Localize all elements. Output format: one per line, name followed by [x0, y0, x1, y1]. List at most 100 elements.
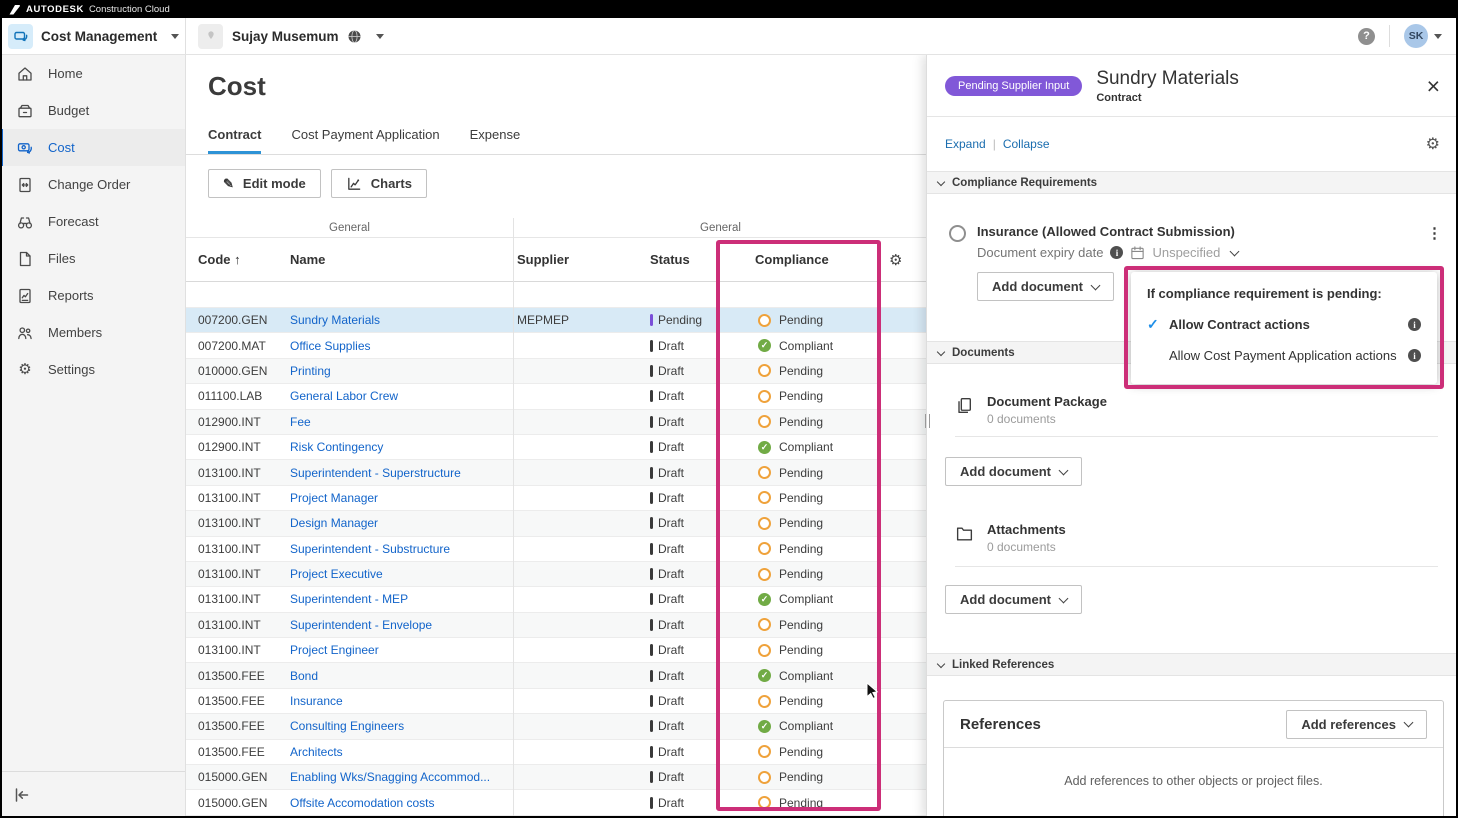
contract-name-link[interactable]: Design Manager: [290, 516, 379, 531]
edit-mode-button[interactable]: ✎ Edit mode: [208, 169, 321, 198]
contract-name-link[interactable]: General Labor Crew: [290, 389, 399, 404]
sidebar-item-members[interactable]: Members: [0, 314, 185, 351]
cell-compliance: Pending: [758, 765, 823, 789]
cell-code: 015000.GEN: [198, 795, 268, 810]
column-header-name[interactable]: Name: [290, 252, 326, 267]
column-header-status[interactable]: Status: [650, 252, 690, 267]
info-icon[interactable]: i: [1408, 318, 1421, 331]
info-icon[interactable]: i: [1408, 349, 1421, 362]
add-document-button-compliance[interactable]: Add document: [977, 272, 1114, 301]
pending-circle-icon: [758, 415, 771, 429]
cell-compliance: Pending: [758, 740, 823, 764]
contract-name-link[interactable]: Offsite Accomodation costs: [290, 795, 435, 810]
divider: [955, 566, 1438, 567]
contract-name-link[interactable]: Bond: [290, 668, 319, 683]
compliance-label: Pending: [779, 617, 824, 632]
close-icon[interactable]: ×: [1426, 72, 1440, 99]
section-compliance-requirements[interactable]: Compliance Requirements: [927, 171, 1458, 194]
tab-contract[interactable]: Contract: [208, 127, 262, 154]
pending-circle-icon: [758, 618, 771, 632]
contract-name-link[interactable]: Superintendent - MEP: [290, 592, 409, 607]
sidebar-item-reports[interactable]: Reports: [0, 277, 185, 314]
contract-name-link[interactable]: Risk Contingency: [290, 440, 384, 455]
cell-code: 007200.GEN: [198, 313, 268, 328]
sidebar-item-home[interactable]: Home: [0, 55, 185, 92]
project-switcher[interactable]: Sujay Musemum: [186, 23, 384, 49]
expiry-date-value[interactable]: Unspecified: [1152, 245, 1221, 260]
add-document-button-attachments[interactable]: Add document: [945, 585, 1082, 614]
compliance-label: Pending: [779, 795, 824, 810]
compliant-check-icon: ✓: [758, 592, 771, 606]
sidebar-item-cost[interactable]: Cost: [0, 129, 185, 166]
contract-name-link[interactable]: Superintendent - Superstructure: [290, 465, 461, 480]
contract-name-link[interactable]: Project Manager: [290, 490, 379, 505]
table-settings-gear-icon[interactable]: ⚙: [889, 252, 903, 269]
cell-code: 013500.FEE: [198, 668, 265, 683]
sidebar-item-forecast[interactable]: Forecast: [0, 203, 185, 240]
expiry-chevron-down-icon[interactable]: [1229, 246, 1240, 256]
status-label: Draft: [658, 440, 685, 455]
contract-name-link[interactable]: Project Executive: [290, 567, 383, 582]
contract-name-link[interactable]: Superintendent - Substructure: [290, 541, 451, 556]
page-title: Cost: [208, 71, 266, 101]
tab-expense[interactable]: Expense: [469, 127, 521, 142]
contract-name-link[interactable]: Superintendent - Envelope: [290, 617, 433, 632]
tab-cost-payment-application[interactable]: Cost Payment Application: [291, 127, 440, 142]
add-references-button[interactable]: Add references: [1286, 709, 1427, 739]
pending-circle-icon: [758, 542, 771, 556]
sidebar-item-label: Budget: [48, 103, 90, 118]
help-icon[interactable]: ?: [1358, 27, 1375, 45]
contract-name-link[interactable]: Fee: [290, 414, 311, 429]
contract-name-link[interactable]: Enabling Wks/Snagging Accommod...: [290, 770, 491, 785]
sidebar-item-files[interactable]: Files: [0, 240, 185, 277]
folder-icon: [955, 524, 974, 548]
panel-resize-handle[interactable]: [925, 414, 930, 428]
members-icon: [16, 324, 34, 342]
status-label: Draft: [658, 338, 685, 353]
status-bar-icon: [650, 568, 653, 581]
panel-settings-gear-icon[interactable]: ⚙: [1425, 136, 1440, 153]
add-document-button-package[interactable]: Add document: [945, 457, 1082, 486]
sidebar-item-settings[interactable]: ⚙ Settings: [0, 351, 185, 388]
compliance-label: Pending: [779, 643, 824, 658]
expand-all-link[interactable]: Expand: [945, 137, 986, 151]
chart-icon: [346, 176, 362, 192]
popup-option-allow-cost-payment-application-actions[interactable]: Allow Cost Payment Application actions i: [1147, 348, 1421, 363]
user-avatar[interactable]: SK: [1404, 24, 1428, 48]
pending-circle-icon: [758, 567, 771, 581]
compliance-label: Pending: [779, 363, 824, 378]
contract-name-link[interactable]: Insurance: [290, 694, 343, 709]
cell-code: 012900.INT: [198, 440, 261, 455]
product-switcher[interactable]: Cost Management: [0, 18, 186, 54]
contract-name-link[interactable]: Printing: [290, 363, 331, 378]
contract-name-link[interactable]: Sundry Materials: [290, 313, 381, 328]
contract-detail-panel: Pending Supplier Input Sundry Materials …: [926, 55, 1458, 818]
charts-button[interactable]: Charts: [330, 169, 427, 198]
compliance-status-circle[interactable]: [949, 225, 966, 242]
column-header-compliance[interactable]: Compliance: [755, 252, 829, 267]
popup-option-label: Allow Cost Payment Application actions: [1169, 348, 1397, 363]
status-bar-icon: [650, 517, 653, 530]
status-bar-icon: [650, 593, 653, 606]
contract-name-link[interactable]: Office Supplies: [290, 338, 371, 353]
panel-header: Pending Supplier Input Sundry Materials …: [927, 55, 1458, 117]
column-header-supplier[interactable]: Supplier: [517, 252, 570, 267]
contract-name-link[interactable]: Architects: [290, 744, 343, 759]
column-header-code[interactable]: Code ↑: [198, 252, 241, 267]
cell-status: Draft: [650, 460, 684, 484]
compliance-label: Compliant: [779, 668, 834, 683]
compliant-check-icon: ✓: [758, 719, 771, 733]
popup-option-allow-contract-actions[interactable]: ✓ Allow Contract actions i: [1147, 316, 1421, 333]
contract-name-link[interactable]: Consulting Engineers: [290, 719, 405, 734]
section-linked-references[interactable]: Linked References: [927, 653, 1458, 676]
sidebar-item-budget[interactable]: Budget: [0, 92, 185, 129]
sidebar-collapse-button[interactable]: [0, 771, 185, 818]
kebab-menu-icon[interactable]: ⋮: [1427, 225, 1442, 242]
group-header-general-1: General: [329, 222, 370, 234]
account-caret-icon[interactable]: [1434, 33, 1442, 39]
contract-name-link[interactable]: Project Engineer: [290, 643, 379, 658]
collapse-all-link[interactable]: Collapse: [1002, 137, 1050, 151]
sidebar-item-change-order[interactable]: Change Order: [0, 166, 185, 203]
info-icon[interactable]: i: [1110, 246, 1124, 259]
compliance-label: Pending: [779, 770, 824, 785]
